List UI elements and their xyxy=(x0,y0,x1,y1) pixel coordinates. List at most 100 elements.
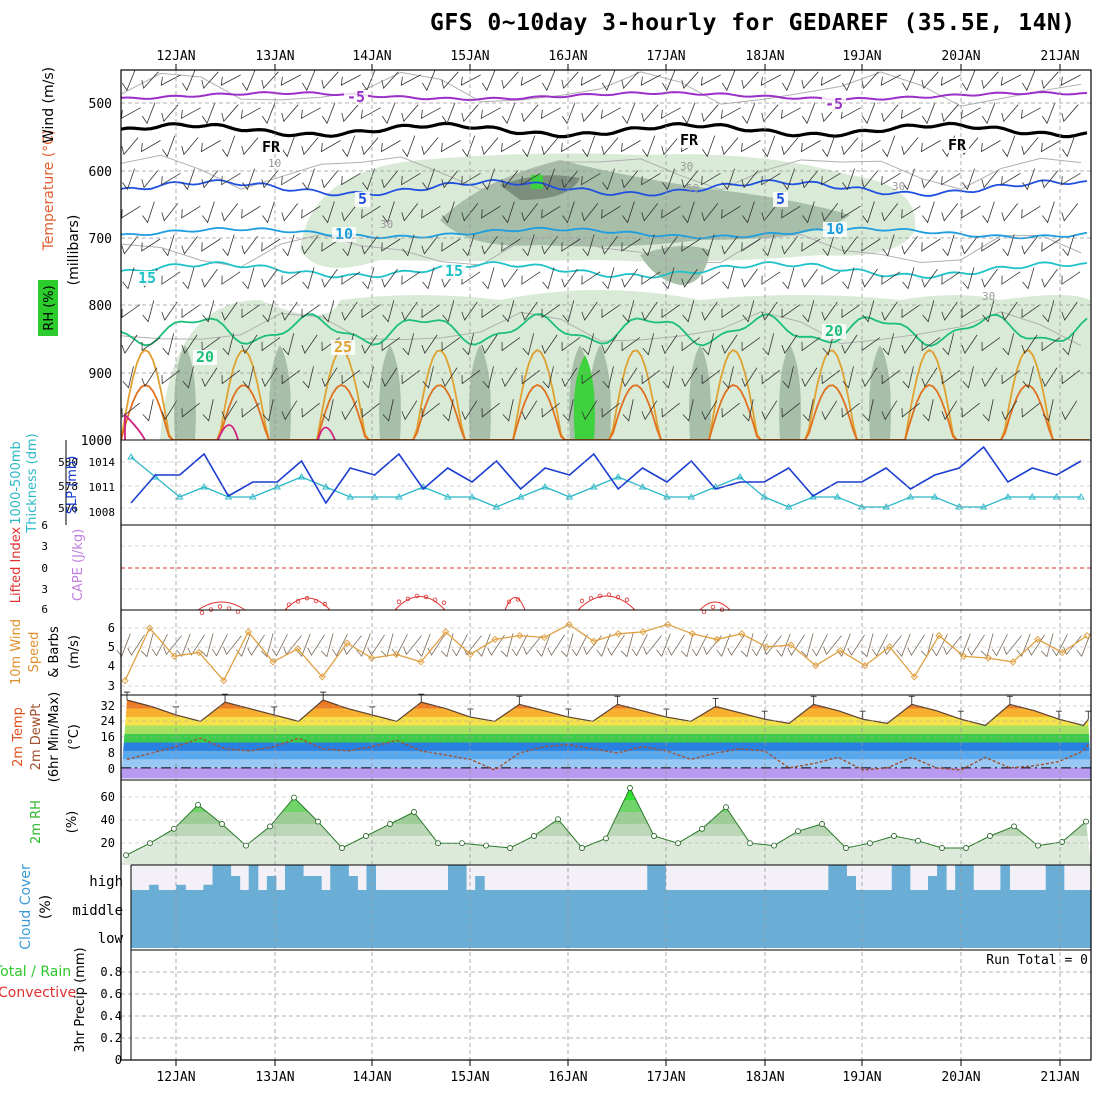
wind-barb xyxy=(116,633,131,657)
date-label-bottom: 20JAN xyxy=(941,1070,980,1085)
rh-point xyxy=(123,852,129,859)
rh-point xyxy=(363,833,369,839)
rh-point xyxy=(771,842,777,849)
wind-barb xyxy=(451,634,468,657)
temp-minmax-marker xyxy=(908,695,915,705)
isotherm-5 xyxy=(121,178,1088,197)
wind-speed-point xyxy=(935,631,943,640)
wind-speed-point xyxy=(1034,635,1042,644)
date-label-bottom: 16JAN xyxy=(548,1070,587,1085)
rh-column-6 xyxy=(689,345,711,440)
wind-barb xyxy=(691,634,708,657)
wind-barb xyxy=(476,633,491,657)
cloud-high-bar xyxy=(656,865,666,890)
cloud-high-bar xyxy=(955,865,965,890)
cloud-high-bar xyxy=(203,884,214,890)
cloud-high-bar xyxy=(330,865,340,890)
wind-barb xyxy=(740,633,754,658)
wind-barb xyxy=(140,633,154,658)
wind-barb xyxy=(656,633,671,657)
date-label-bottom: 21JAN xyxy=(1040,1070,1079,1085)
temp-minmax-marker xyxy=(516,695,523,705)
wind-barb xyxy=(296,633,311,657)
wind-speed-point xyxy=(886,643,894,651)
rh-fill-50b xyxy=(640,246,710,285)
wind-speed-point xyxy=(516,631,524,640)
isotherm-freezing xyxy=(121,121,1088,139)
lifted-index-point xyxy=(313,598,319,604)
thickness-point xyxy=(273,483,281,490)
thickness-point xyxy=(200,483,208,490)
precip-tick: 0.4 xyxy=(100,1009,122,1023)
li-tick: 6 xyxy=(41,603,48,616)
lifted-index-point xyxy=(588,596,594,601)
cloud-high-bar xyxy=(1045,865,1056,890)
dewpoint-line xyxy=(126,737,1089,771)
cloud-high-bar xyxy=(149,884,159,890)
wind-barb xyxy=(247,634,265,656)
slp-ylabel-1: 1000-500mb xyxy=(9,441,24,525)
slp-tick: 1008 xyxy=(89,506,116,519)
li-tick: 0 xyxy=(41,562,48,575)
wind-barb xyxy=(751,634,768,657)
wind-tick: 3 xyxy=(108,679,115,693)
thickness-point xyxy=(224,493,233,500)
temp-minmax-marker xyxy=(1085,710,1092,720)
date-label-top: 14JAN xyxy=(352,49,391,64)
thickness-point xyxy=(979,503,988,510)
temp-band xyxy=(121,750,1091,760)
wind-barb xyxy=(151,634,168,657)
wind-barb xyxy=(391,634,408,657)
lifted-index-point xyxy=(199,610,205,615)
rh-point xyxy=(243,842,249,849)
lifted-index-line xyxy=(699,601,731,611)
lifted-index-point xyxy=(624,597,630,602)
temp-minmax-marker xyxy=(320,691,327,701)
temp-minmax-marker xyxy=(663,708,670,718)
thickness-point xyxy=(565,493,574,500)
thickness-point xyxy=(370,493,379,500)
thickness-point xyxy=(297,473,306,480)
isotherm-20 xyxy=(121,313,1088,347)
thickness-point xyxy=(663,493,671,500)
cloud-level-label: middle xyxy=(72,903,123,919)
thickness-point xyxy=(638,483,647,490)
wind-barb xyxy=(356,633,371,657)
rh-band xyxy=(121,824,1091,836)
temp-band xyxy=(121,700,1091,709)
lifted-index-point xyxy=(701,609,707,615)
temp-minmax-marker xyxy=(418,693,425,703)
wind-barb xyxy=(463,635,482,656)
wind-speed-point xyxy=(540,633,548,642)
rh-contour-label: 30 xyxy=(680,160,693,173)
rh-point xyxy=(651,833,657,839)
run-total: Run Total = 0 xyxy=(986,953,1088,968)
thickness-point xyxy=(346,493,355,500)
isotherm-15 xyxy=(121,260,1088,279)
lifted-index-point xyxy=(286,602,292,607)
wind-barb xyxy=(127,634,145,656)
rh-contour-label: 30 xyxy=(892,180,905,193)
wind-barb xyxy=(176,633,191,657)
plot-frame xyxy=(120,69,1092,1061)
cloud-high-bar xyxy=(447,865,458,890)
lifted-index-point xyxy=(615,595,621,600)
wind-barb xyxy=(271,634,288,657)
slp-tick: 578 xyxy=(58,480,78,493)
thickness-point xyxy=(443,493,452,500)
wind-speed-point xyxy=(466,650,474,659)
cloud-level-label: low xyxy=(98,931,124,947)
isotherm-25 xyxy=(121,348,1089,440)
cloud-level-label: high xyxy=(89,874,123,890)
wind-speed-point xyxy=(960,652,968,660)
wind-barb xyxy=(500,633,514,658)
rh-shading xyxy=(121,70,1090,440)
wind-ylabel-1: 10m Wind xyxy=(9,619,24,685)
wind-ylabel-2: Speed xyxy=(27,632,42,673)
isotherm-label: 5 xyxy=(776,190,785,208)
wind-barb xyxy=(920,633,934,658)
wind-barb xyxy=(980,633,994,658)
temperature-panel xyxy=(121,691,1092,779)
wind-barb xyxy=(223,635,242,656)
wind-barb xyxy=(703,635,722,656)
